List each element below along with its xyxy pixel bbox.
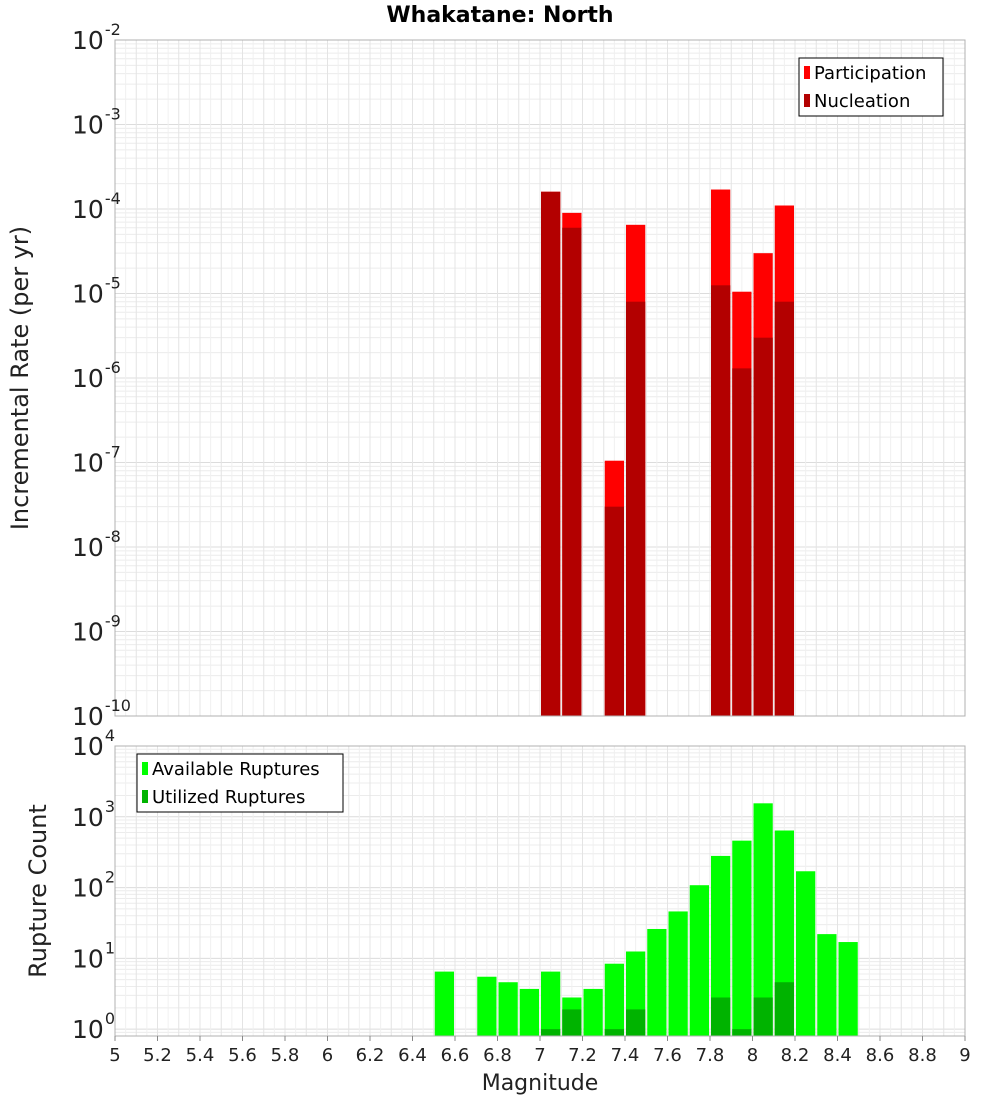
rate-legend: Participation Nucleation <box>798 57 944 117</box>
x-tick-label: 8.2 <box>781 1045 810 1066</box>
rate-bar-nucleation <box>774 301 794 716</box>
x-tick-label: 5.8 <box>271 1045 300 1066</box>
count-bar-utilized-ruptures <box>604 1029 624 1036</box>
count-bar-available-ruptures <box>838 942 858 1036</box>
count-legend-swatch <box>142 762 148 775</box>
count-bar-utilized-ruptures <box>541 1029 561 1036</box>
x-tick-label: 7.2 <box>568 1045 597 1066</box>
x-tick-label: 6 <box>322 1045 333 1066</box>
rate-legend-label: Nucleation <box>814 91 910 112</box>
chart-title: Whakatane: North <box>386 3 613 28</box>
rate-bars <box>541 189 794 717</box>
count-legend-swatch <box>142 790 148 803</box>
x-tick-label: 5.6 <box>228 1045 257 1066</box>
rate-grid <box>114 39 966 717</box>
rate-y-tick-label: 10-10 <box>72 696 131 731</box>
count-y-axis-label: Rupture Count <box>24 804 52 978</box>
count-legend-label: Utilized Ruptures <box>152 787 305 808</box>
count-bar-available-ruptures <box>477 976 497 1036</box>
rate-y-tick-label: 10-5 <box>72 274 121 309</box>
rate-bar-nucleation <box>562 227 582 716</box>
count-bar-available-ruptures <box>753 803 773 1036</box>
x-tick-label: 7.6 <box>653 1045 682 1066</box>
x-tick-label: 6.8 <box>483 1045 512 1066</box>
count-bar-available-ruptures <box>583 988 603 1036</box>
x-tick-label: 8.6 <box>866 1045 895 1066</box>
x-tick-label: 7.4 <box>611 1045 640 1066</box>
count-bar-utilized-ruptures <box>774 982 794 1036</box>
rate-y-tick-label: 10-3 <box>72 105 121 140</box>
count-y-tick-label: 102 <box>72 868 115 903</box>
count-bar-available-ruptures <box>711 855 731 1036</box>
x-tick-label: 5 <box>109 1045 120 1066</box>
count-bar-utilized-ruptures <box>732 1029 752 1036</box>
rate-y-tick-label: 10-9 <box>72 612 121 647</box>
count-bar-utilized-ruptures <box>562 1009 582 1036</box>
x-axis-label: Magnitude <box>482 1071 599 1096</box>
rate-y-axis-label: Incremental Rate (per yr) <box>6 226 34 530</box>
count-legend-label: Available Ruptures <box>152 759 320 780</box>
count-bar-available-ruptures <box>732 840 752 1036</box>
rate-y-tick-label: 10-8 <box>72 527 121 562</box>
count-bar-available-ruptures <box>519 988 539 1036</box>
count-bar-available-ruptures <box>689 885 709 1036</box>
count-bar-utilized-ruptures <box>753 997 773 1036</box>
rate-legend-label: Participation <box>814 63 926 84</box>
count-y-ticks: 100 101 102 103 104 <box>72 726 115 1044</box>
count-legend-box <box>136 753 344 813</box>
rate-bar-nucleation <box>626 301 646 716</box>
x-tick-label: 6.4 <box>398 1045 427 1066</box>
x-tick-label: 6.6 <box>441 1045 470 1066</box>
rate-panel: 10-10 10-9 10-8 10-7 10-6 10-5 10-4 10-3 10-2 In… <box>6 20 966 731</box>
x-tick-label: 7.8 <box>696 1045 725 1066</box>
count-bar-utilized-ruptures <box>711 997 731 1036</box>
count-bar-utilized-ruptures <box>626 1009 646 1036</box>
rate-bar-nucleation <box>604 506 624 716</box>
rate-legend-swatch <box>804 66 810 79</box>
count-bar-available-ruptures <box>604 963 624 1036</box>
rate-bar-nucleation <box>711 285 731 716</box>
rate-legend-swatch <box>804 94 810 107</box>
rate-plot-frame <box>114 39 966 717</box>
count-bar-available-ruptures <box>541 971 561 1036</box>
rate-bar-nucleation <box>732 368 752 716</box>
x-tick-label: 5.2 <box>143 1045 172 1066</box>
count-bar-available-ruptures <box>647 928 667 1036</box>
rate-y-tick-label: 10-4 <box>72 189 121 224</box>
x-tick-label: 8 <box>747 1045 758 1066</box>
count-panel: 100 101 102 103 104 5 5.2 5.4 5.6 5.8 6 6.2 6.4 6.6 6… <box>24 726 971 1096</box>
count-y-tick-label: 100 <box>72 1009 115 1044</box>
rate-bar-nucleation <box>753 337 773 716</box>
x-tick-label: 8.4 <box>823 1045 852 1066</box>
count-bar-available-ruptures <box>498 982 518 1036</box>
count-legend: Available Ruptures Utilized Ruptures <box>136 753 344 813</box>
rate-y-ticks: 10-10 10-9 10-8 10-7 10-6 10-5 10-4 10-3 10-2 <box>72 20 131 731</box>
rate-y-tick-label: 10-2 <box>72 20 121 55</box>
count-bar-available-ruptures <box>796 871 816 1036</box>
rate-bar-nucleation <box>541 191 561 717</box>
count-y-tick-label: 104 <box>72 726 115 761</box>
x-tick-label: 8.8 <box>908 1045 937 1066</box>
x-tick-label: 5.4 <box>186 1045 215 1066</box>
count-bar-available-ruptures <box>668 911 688 1036</box>
count-y-tick-label: 103 <box>72 797 115 832</box>
x-tick-label: 9 <box>959 1045 970 1066</box>
rate-legend-box <box>798 57 944 117</box>
count-y-tick-label: 101 <box>72 938 115 973</box>
x-ticks: 5 5.2 5.4 5.6 5.8 6 6.2 6.4 6.6 6.8 7 7.2 7.4 7.6 7.8 8… <box>109 1036 971 1066</box>
rate-y-tick-label: 10-7 <box>72 443 121 478</box>
count-bars <box>434 803 858 1036</box>
x-tick-label: 7 <box>534 1045 545 1066</box>
rate-y-tick-label: 10-6 <box>72 358 121 393</box>
count-bar-available-ruptures <box>817 934 837 1036</box>
count-bar-available-ruptures <box>434 971 454 1036</box>
x-tick-label: 6.2 <box>356 1045 385 1066</box>
